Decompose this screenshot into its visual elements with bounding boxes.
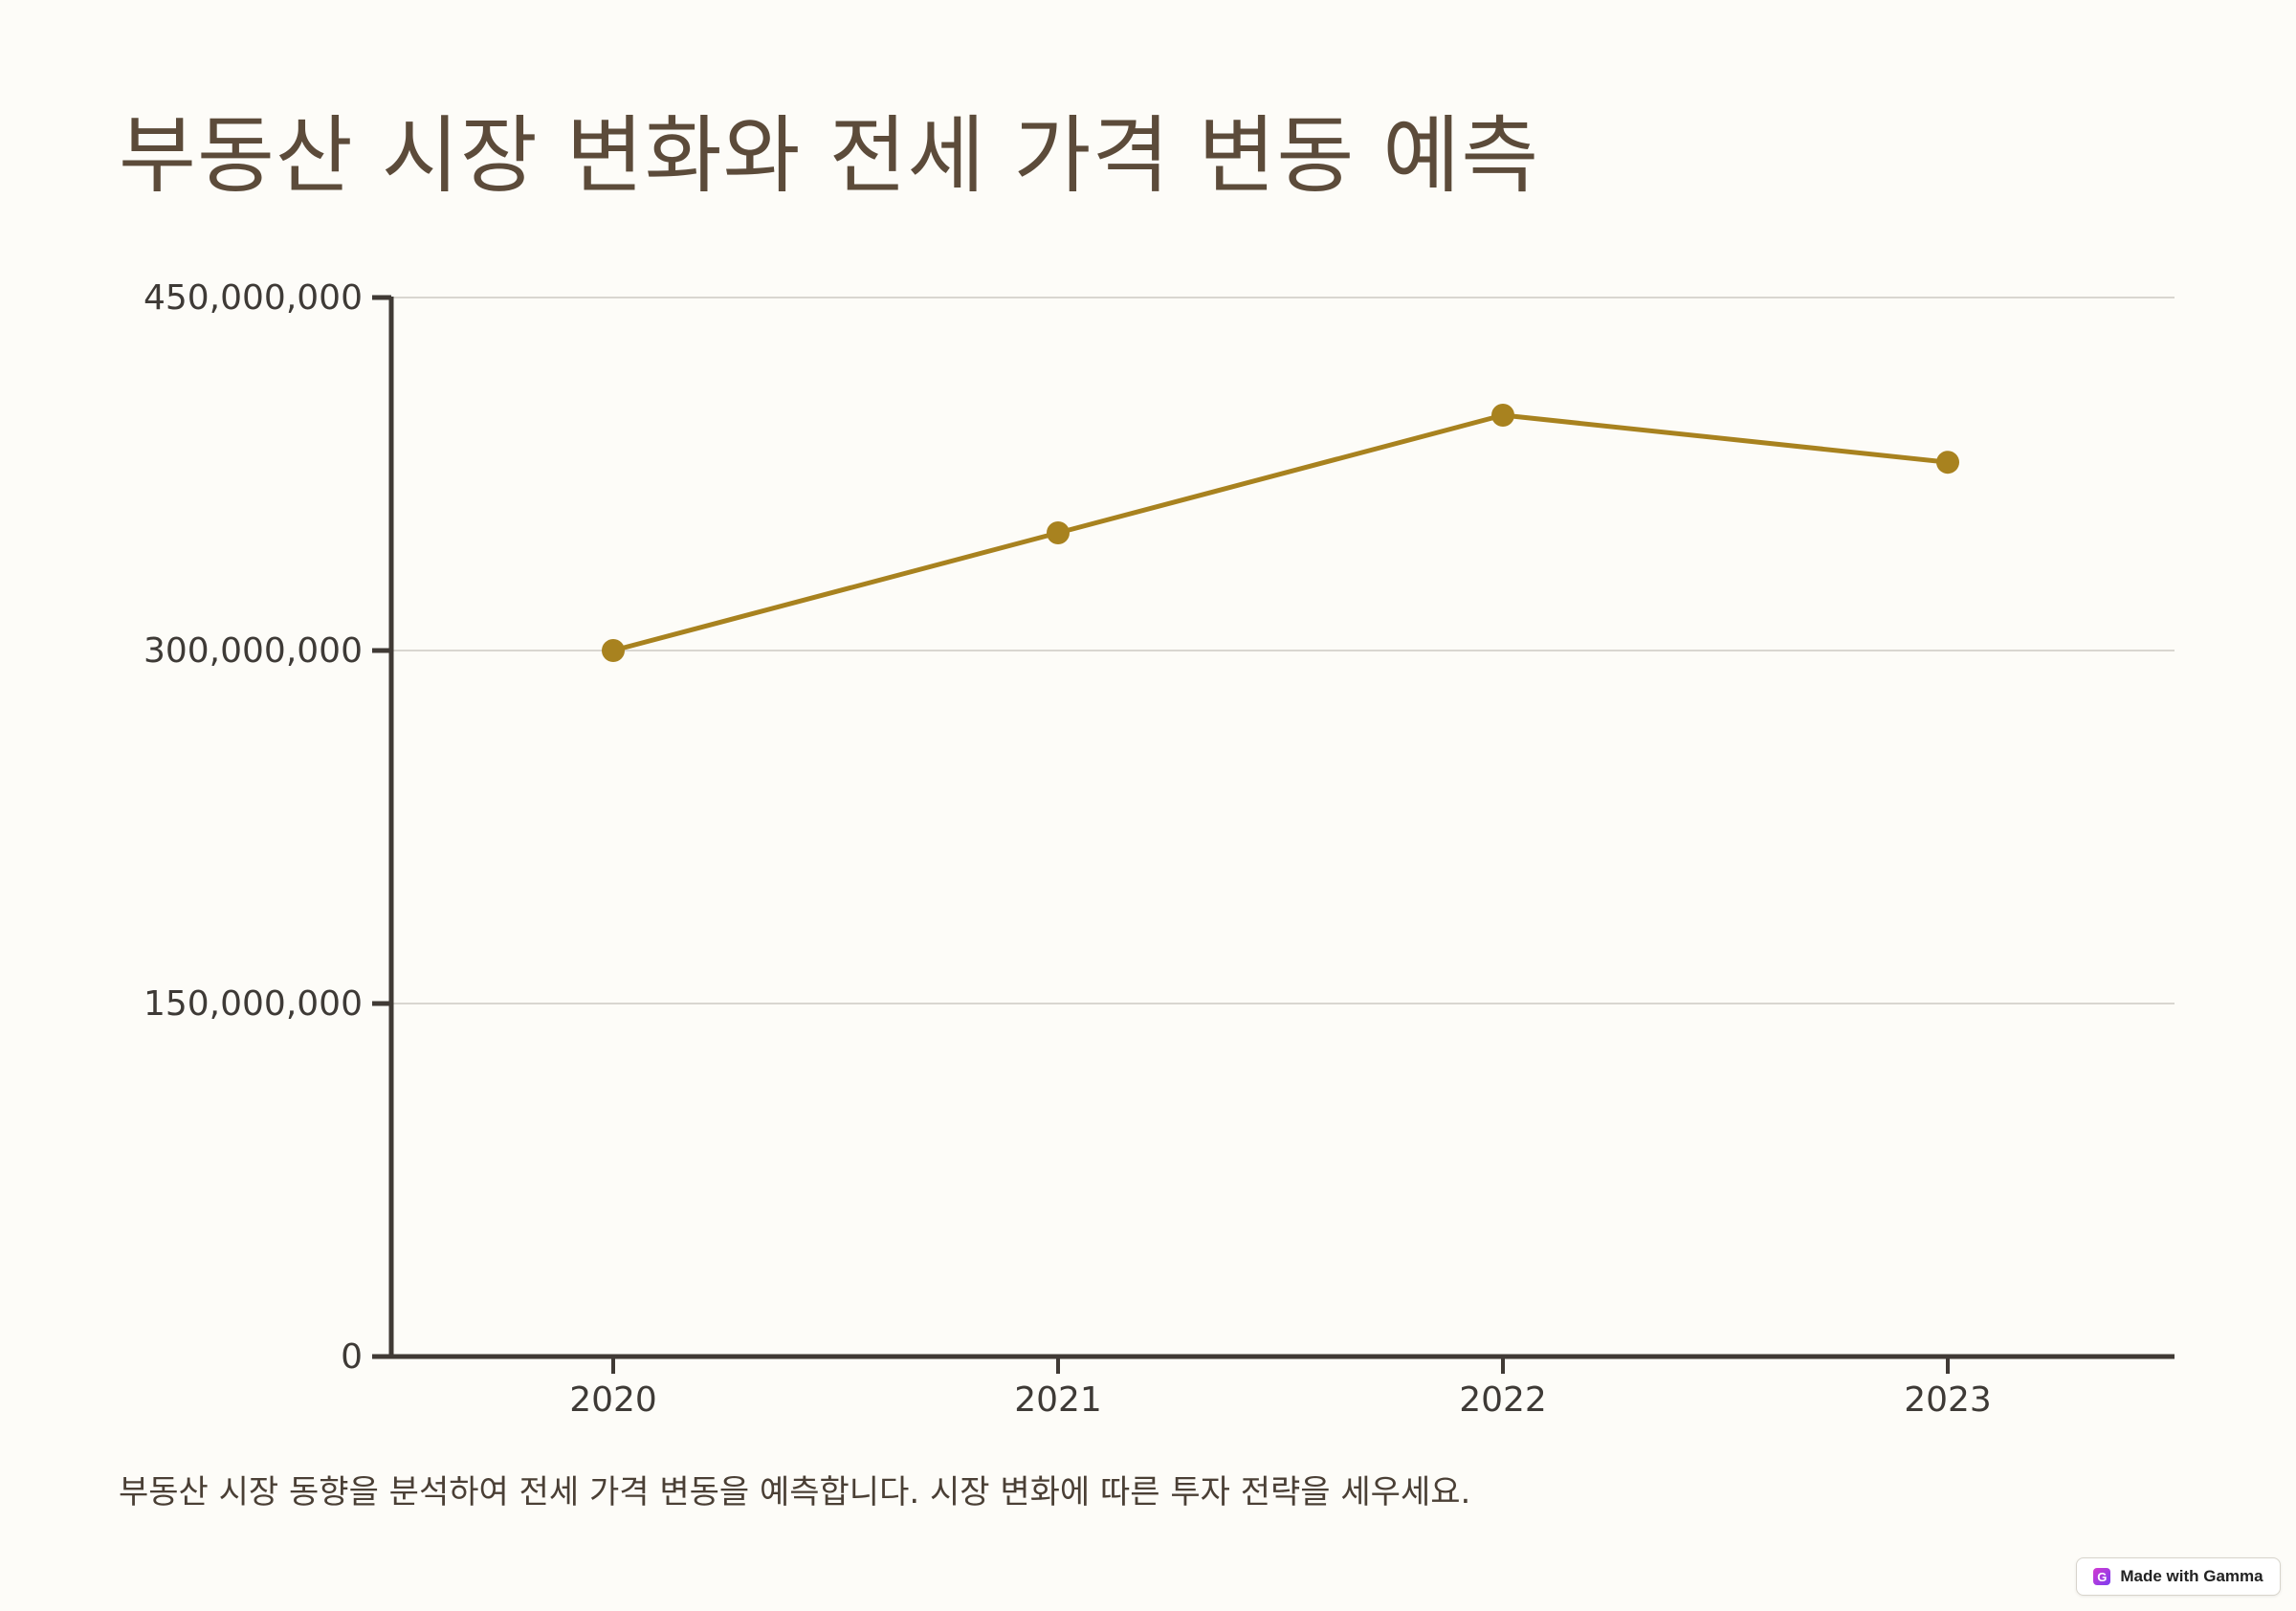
chart-caption: 부동산 시장 동향을 분석하여 전세 가격 변동을 예측합니다. 시장 변화에 … <box>119 1473 1471 1512</box>
badge-label: Made with Gamma <box>2120 1567 2263 1585</box>
data-point <box>1936 451 1959 474</box>
data-point <box>1491 404 1514 427</box>
series-line <box>612 412 1949 653</box>
gamma-logo-icon: G <box>2093 1568 2111 1585</box>
y-tick-label: 450,000,000 <box>144 278 363 318</box>
made-with-gamma-badge[interactable]: G Made with Gamma <box>2076 1557 2281 1596</box>
data-point <box>602 639 625 662</box>
y-tick-label: 300,000,000 <box>144 631 363 671</box>
page-title: 부동산 시장 변화와 전세 가격 변동 예측 <box>119 106 1540 205</box>
x-tick-label: 2020 <box>569 1380 657 1420</box>
x-tick-label: 2023 <box>1904 1380 1992 1420</box>
x-tick-label: 2021 <box>1014 1380 1102 1420</box>
data-point <box>1047 521 1070 544</box>
y-tick-label: 150,000,000 <box>144 984 363 1024</box>
x-tick-label: 2022 <box>1459 1380 1547 1420</box>
y-tick-label: 0 <box>341 1337 363 1377</box>
